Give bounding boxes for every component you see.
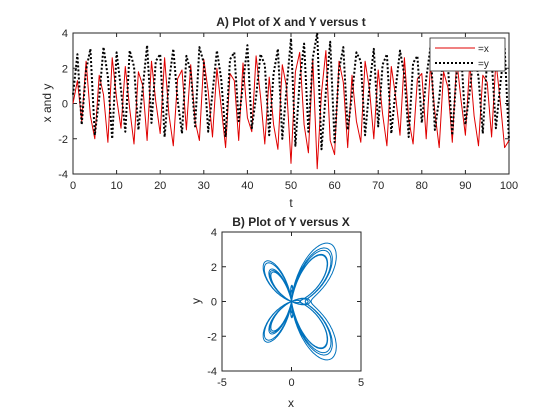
panel-b-y-tick-label: 0 [211,297,217,309]
panel-a-y-ticks: -4 -2 0 2 4 [58,28,509,181]
panel-b-x-tick-label: -5 [217,377,227,389]
panel-a-legend: =x =y [429,37,506,72]
panel-b-y-tick-label: -2 [207,331,217,343]
panel-b-y-tick-label: 4 [211,227,217,239]
panel-b: B) Plot of Y versus X -5 0 5 -4 -2 0 2 4 x y [189,215,364,410]
panel-a-y-tick-label: 2 [62,63,68,75]
series-line-y [72,32,510,151]
series-line-x [72,50,510,170]
panel-a-x-tick-label: 0 [70,180,76,192]
panel-b-x-tick-label: 5 [358,377,364,389]
panel-b-y-tick-label: 2 [211,262,217,274]
panel-a-y-tick-label: 0 [62,99,68,111]
panel-b-title: B) Plot of Y versus X [232,215,350,229]
panel-a-y-tick-label: -4 [58,169,68,181]
panel-a-x-ticks: 0 10 20 30 40 50 60 70 80 90 100 [70,33,518,192]
panel-a-x-tick-label: 20 [154,180,166,192]
panel-b-curve [262,242,337,361]
legend-label-y: =y [478,59,489,70]
panel-b-y-ticks: -4 -2 0 2 4 [207,227,361,378]
panel-a-x-tick-label: 80 [416,180,428,192]
panel-a-x-tick-label: 30 [198,180,210,192]
panel-a-x-tick-label: 100 [500,180,518,192]
panel-b-y-tick-label: -4 [207,366,217,378]
panel-a-y-tick-label: 4 [62,28,68,40]
panel-a: A) Plot of X and Y versus t 0 10 20 30 40 50 6… [40,15,518,210]
legend-label-x: =x [478,44,489,55]
panel-a-y-axis-label: x and y [40,84,54,123]
panel-a-x-tick-label: 70 [372,180,384,192]
panel-a-y-tick-label: -2 [58,134,68,146]
panel-a-x-tick-label: 10 [110,180,122,192]
legend-box [429,37,506,72]
panel-a-title: A) Plot of X and Y versus t [216,15,366,29]
panel-a-x-tick-label: 50 [285,180,297,192]
panel-a-plot-lines [72,32,510,170]
panel-b-x-ticks: -5 0 5 [217,232,364,389]
butterfly-curve [262,242,337,361]
panel-a-x-tick-label: 90 [459,180,471,192]
panel-a-x-tick-label: 60 [328,180,340,192]
panel-b-x-axis-label: x [288,396,294,410]
panel-a-x-axis-label: t [289,196,293,210]
panel-b-x-tick-label: 0 [288,377,294,389]
panel-a-x-tick-label: 40 [241,180,253,192]
panel-b-y-axis-label: y [189,298,203,304]
